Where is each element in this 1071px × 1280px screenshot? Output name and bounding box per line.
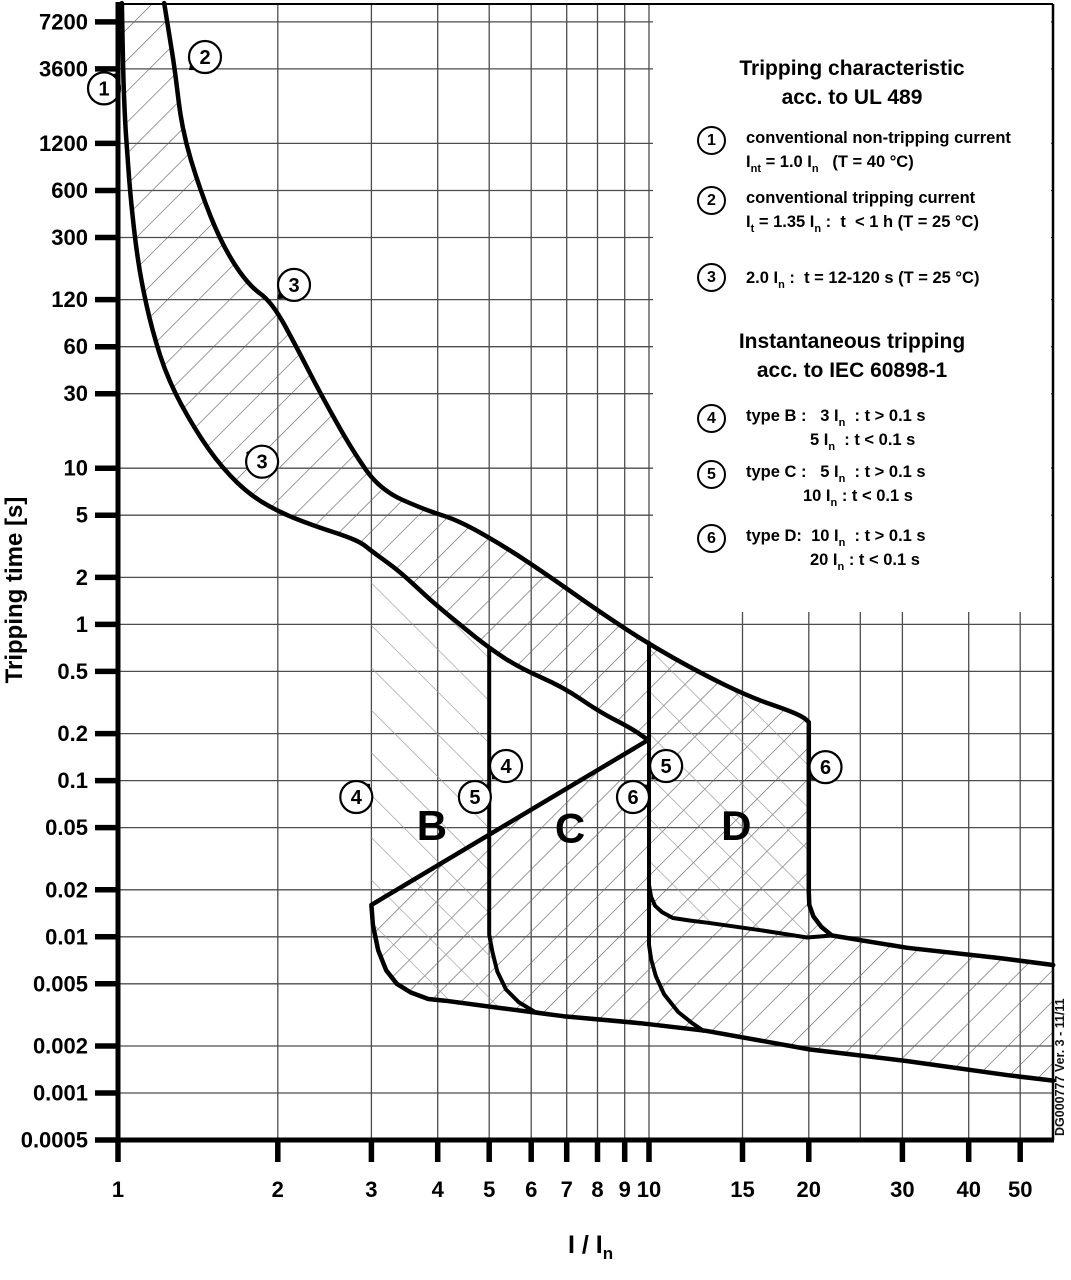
- y-tick-label: 120: [51, 287, 88, 312]
- y-tick-label: 0.5: [57, 659, 88, 684]
- marker-circle-5: [648, 748, 684, 784]
- x-tick-label: 9: [619, 1177, 631, 1202]
- y-tick-label: 1: [76, 612, 88, 637]
- y-tick-label: 0.1: [57, 768, 88, 793]
- legend-iec-title: Instantaneous tripping: [738, 330, 966, 353]
- marker-circle-5: [457, 779, 492, 815]
- legend-ul489-title: Tripping characteristic: [739, 57, 965, 80]
- y-tick-label: 0.0005: [21, 1128, 88, 1153]
- legend-ul489-subtitle: acc. to UL 489: [781, 86, 923, 109]
- legend-circle-3: 3: [697, 263, 726, 292]
- x-tick-label: 6: [525, 1177, 537, 1202]
- y-tick-label: 0.001: [33, 1081, 88, 1106]
- svg-text:6: 6: [820, 757, 831, 779]
- y-tick-label: 0.01: [45, 924, 88, 949]
- x-tick-label: 10: [637, 1177, 661, 1202]
- trip-curves: [119, 0, 1056, 1083]
- region-label-B: B: [417, 802, 447, 849]
- y-tick-label: 10: [64, 456, 88, 481]
- x-tick-label: 40: [956, 1177, 980, 1202]
- y-ticks: 7200 3600 1200 600 300 120 60 30 10 5 2 1 0.5 0.2 0.1 0…: [21, 9, 119, 1153]
- x-tick-label: 7: [561, 1177, 573, 1202]
- marker-circle-6: [615, 779, 651, 815]
- y-axis-title: Tripping time [s]: [1, 497, 28, 684]
- svg-text:1: 1: [98, 78, 109, 100]
- marker-circle-4: [488, 748, 524, 784]
- svg-text:6: 6: [627, 787, 638, 809]
- region-label-C: C: [555, 805, 585, 852]
- svg-text:2: 2: [199, 47, 210, 69]
- x-tick-label: 2: [272, 1177, 284, 1202]
- svg-text:5: 5: [469, 787, 480, 809]
- region-band-D-hatch: [647, 643, 832, 938]
- trip-band-hatch: [121, 3, 1054, 1081]
- y-tick-label: 600: [51, 178, 88, 203]
- svg-text:3: 3: [257, 452, 268, 474]
- y-tick-label: 0.02: [45, 877, 88, 902]
- x-tick-label: 5: [483, 1177, 495, 1202]
- y-tick-label: 2: [76, 565, 88, 590]
- region-label-D: D: [721, 802, 751, 849]
- y-tick-label: 60: [64, 334, 88, 359]
- marker-circle-2: [187, 39, 223, 75]
- y-tick-label: 0.05: [45, 815, 88, 840]
- legend-circle-6: 6: [697, 524, 726, 553]
- x-tick-label: 8: [591, 1177, 603, 1202]
- region-labels: B C D: [417, 802, 752, 852]
- marker-circle-3: [245, 444, 280, 479]
- x-tick-label: 20: [797, 1177, 821, 1202]
- svg-text:3: 3: [288, 275, 299, 297]
- curve-lower-boundary: [119, 0, 1056, 1083]
- document-number-note: DG000777 Ver. 3 - 11/11: [1053, 998, 1067, 1136]
- svg-text:4: 4: [500, 756, 512, 778]
- legend-iec-subtitle: acc. to IEC 60898-1: [756, 359, 948, 382]
- legend-circle-1: 1: [697, 126, 726, 155]
- y-tick-label: 7200: [39, 9, 88, 34]
- x-tick-label: 30: [890, 1177, 914, 1202]
- marker-circle-3: [276, 267, 312, 302]
- y-tick-label: 0.2: [57, 721, 88, 746]
- y-tick-label: 30: [64, 381, 88, 406]
- type-D-10In-boundary: [647, 641, 706, 1033]
- y-tick-label: 300: [51, 225, 88, 250]
- y-tick-label: 0.002: [33, 1034, 88, 1059]
- curve-upper-boundary: [161, 0, 1056, 968]
- x-tick-label: 1: [112, 1177, 124, 1202]
- legend-panel: Tripping characteristic acc. to UL 489 1…: [653, 5, 1051, 612]
- y-tick-label: 1200: [39, 131, 88, 156]
- legend-circle-2: 2: [697, 186, 726, 215]
- type-C-5In-boundary: [487, 646, 550, 1017]
- y-tick-label: 5: [76, 503, 88, 528]
- x-tick-label: 3: [365, 1177, 377, 1202]
- x-ticks: 1 2 3 4 5 6 7 8 9 10 15 20 30 40 50: [112, 1139, 1032, 1202]
- svg-text:5: 5: [661, 756, 672, 778]
- x-tick-label: 50: [1008, 1177, 1032, 1202]
- y-tick-label: 0.005: [33, 971, 88, 996]
- marker-circle-4: [339, 779, 374, 815]
- marker-circle-6: [808, 749, 843, 785]
- x-tick-label: 4: [432, 1177, 445, 1202]
- y-tick-label: 3600: [39, 56, 88, 81]
- region-band-B-hatch: [371, 551, 548, 1015]
- svg-text:4: 4: [351, 787, 363, 809]
- legend-circle-4: 4: [697, 404, 726, 433]
- x-tick-label: 15: [730, 1177, 754, 1202]
- type-C-10In-instantaneous-limit: [647, 882, 834, 940]
- legend-circle-5: 5: [697, 460, 726, 489]
